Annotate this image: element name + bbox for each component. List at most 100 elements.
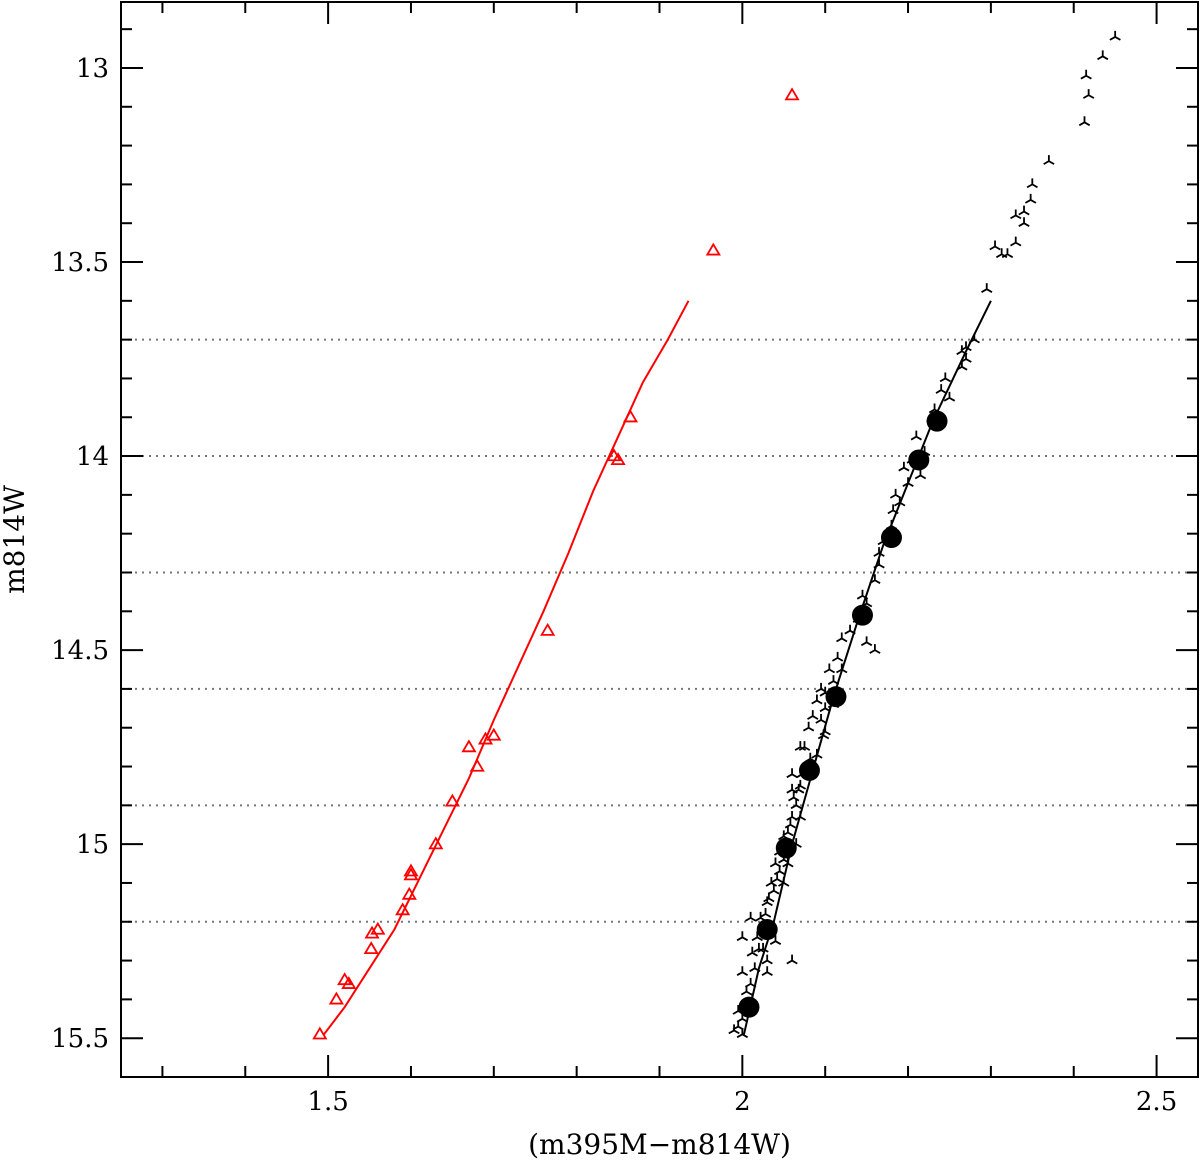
star-marker [782,857,794,868]
star-marker [1018,217,1030,227]
triangle-marker [395,902,411,916]
fit-lines [323,300,992,1035]
triangle-marker [477,731,494,745]
star-marker [873,558,885,569]
star-marker [1043,155,1055,165]
mean-point-marker [851,604,873,626]
triangle-marker [705,242,721,256]
star-marker [910,430,922,441]
star-marker [815,682,827,693]
star-marker [823,663,836,674]
star-marker [771,873,783,883]
star-marker [765,876,778,887]
mean-point-marker [798,759,820,781]
star-marker [898,461,910,472]
triangle-marker [401,886,417,900]
star-marker [995,248,1008,259]
x-tick-label: 1.5 [307,1087,348,1117]
star-marker [761,966,773,976]
star-marker [763,892,775,903]
triangle-marker [370,921,386,935]
star-marker [968,333,980,344]
star-marker [819,725,831,736]
x-axis-label: (m395M−m814W) [528,1128,791,1161]
y-tick-label: 15 [76,830,109,860]
star-marker [759,908,772,918]
y-axis-ticks: 13 13.5 14 14.5 15 15.5 [51,28,1198,1078]
y-tick-label: 14 [76,442,109,472]
triangle-marker [540,622,556,636]
star-marker [761,896,773,907]
star-marker [740,985,753,996]
star-marker [761,954,773,965]
triangle-marker [610,452,626,466]
star-marker [790,799,802,810]
mean-point-marker [908,449,930,471]
triangle-marker [363,941,379,955]
star-marker [860,636,873,647]
x-axis-ticks: 1.5 2 2.5 [161,2,1177,1117]
star-marker [1024,193,1037,204]
fit-line [743,300,992,1035]
star-marker [935,384,947,394]
star-marker [943,391,956,402]
star-marker [815,713,827,724]
star-marker [802,721,815,732]
star-marker [794,779,807,790]
x-tick-label: 2 [734,1087,751,1117]
triangle-marker [312,1026,328,1040]
star-marker [788,791,800,802]
star-marker [807,710,819,720]
triangle-marker [341,976,357,989]
triangle-marker [364,925,380,939]
star-marker [773,865,786,876]
star-marker [889,488,902,499]
plot-frame [120,1,1199,1078]
star-marker [798,741,811,751]
y-axis-label: m814W [0,485,31,594]
star-marker [811,748,823,759]
star-marker [819,702,831,713]
mean-point-marker [880,527,902,549]
star-marker [1109,30,1121,41]
triangle-marker [622,409,639,423]
star-marker [836,663,848,674]
star-marker [732,1020,744,1031]
star-marker [1026,178,1038,189]
star-marker [1010,236,1022,247]
star-marker [746,946,758,957]
star-marker [873,547,885,557]
y-tick-label: 15.5 [51,1024,109,1054]
star-marker [1080,69,1092,80]
triangle-marker [469,758,485,772]
mean-point-marker [756,919,778,941]
triangle-marker [444,793,460,807]
star-marker [794,810,807,821]
star-marker [736,931,749,942]
star-marker [827,675,840,685]
star-marker [778,876,790,887]
triangle-marker [486,727,502,741]
star-marker [869,644,881,654]
star-marker [856,589,869,600]
mean-point-marker [738,996,760,1018]
triangle-marker [461,739,477,753]
star-marker [831,651,844,662]
mean-point-marker [926,410,948,432]
star-marker [782,826,794,837]
star-marker [960,341,972,352]
star-marker [844,624,856,635]
star-marker [749,962,761,973]
star-marker [981,283,993,293]
star-marker [989,240,1001,251]
star-marker [786,954,798,965]
star-marker [744,911,757,922]
triangle-marker [337,972,353,986]
star-marker [1078,116,1091,127]
star-marker [887,504,899,515]
star-marker [956,360,968,371]
triangle-marker [328,991,344,1005]
star-marker [736,966,749,976]
triangle-marker [784,87,800,101]
